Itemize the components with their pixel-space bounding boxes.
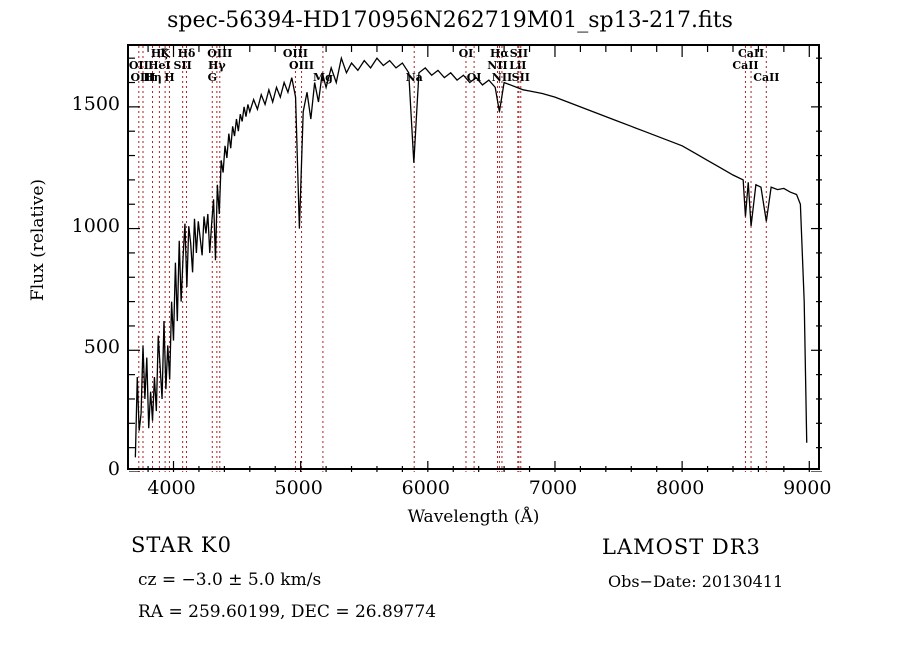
x-axis-title: Wavelength (Å) [407,507,540,527]
survey-release-text: LAMOST DR3 [602,535,761,559]
y-axis-title: Flux (relative) [28,178,48,302]
axis-tick-group [129,46,822,472]
redshift-velocity-text: cz = −3.0 ± 5.0 km/s [138,570,322,590]
object-class-text: STAR K0 [131,533,232,557]
x-tick-label: 4000 [147,477,196,499]
x-tick-label: 7000 [528,477,578,499]
plot-area: OII OIII Hη Hζ HeI K H SII Hδ OIII Hγ G OIII OIII Mg Na… [127,44,822,472]
x-tick-label: 6000 [401,477,450,499]
x-tick-label: 5000 [274,477,323,499]
page-title: spec-56394-HD170956N262719M01_sp13-217.f… [167,8,733,33]
y-axis-tick-labels: 0 500 1000 1500 [40,44,120,480]
y-tick-label: 1000 [71,214,120,237]
spectrum-curve [134,55,808,458]
x-tick-label: 8000 [655,477,705,499]
y-tick-label: 500 [83,336,120,359]
spectrum-plot-svg [129,46,822,472]
x-axis-tick-labels: 4000 5000 6000 7000 8000 9000 [127,477,831,503]
y-tick-label: 0 [107,458,120,480]
x-tick-label: 9000 [783,477,832,499]
observation-date-text: Obs−Date: 20130411 [608,572,784,591]
coordinates-text: RA = 259.60199, DEC = 26.89774 [138,602,437,622]
y-tick-label: 1500 [71,92,120,115]
line-marker-group [138,46,767,472]
